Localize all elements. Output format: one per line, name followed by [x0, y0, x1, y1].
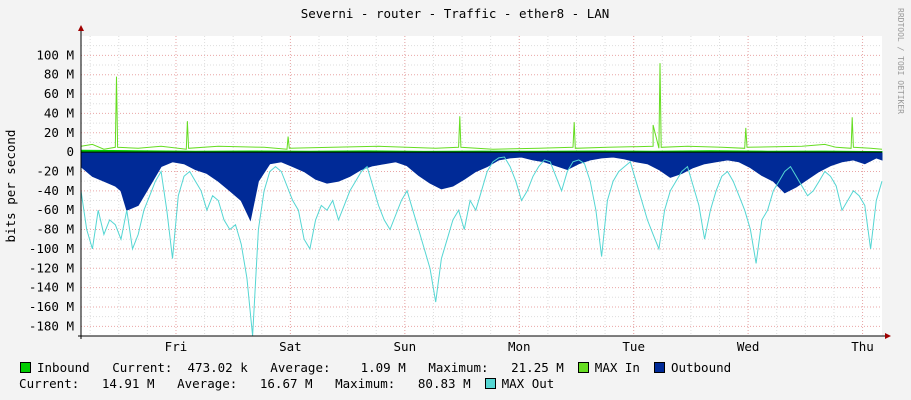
legend-text: Outbound — [670, 360, 732, 375]
legend-text: MAX In — [594, 360, 640, 375]
plot-background — [81, 36, 882, 336]
x-tick-label: Tue — [622, 339, 645, 354]
axes: 100 M 80 M 60 M 40 M 20 M 0 -20 M -40 M -60 M -80… — [29, 25, 891, 354]
legend-swatch-inbound — [20, 362, 31, 373]
y-tick-label: 40 M — [44, 105, 74, 120]
y-tick-label: 80 M — [44, 67, 74, 82]
chart-title: Severni - router - Traffic - ether8 - LA… — [301, 6, 610, 21]
series-inbound-area — [80, 149, 883, 153]
y-tick-label: -80 M — [36, 222, 74, 237]
y-tick-label: 60 M — [44, 86, 74, 101]
y-tick-label: -100 M — [29, 241, 74, 256]
series-max-out-line — [80, 156, 883, 337]
x-tick-label: Sat — [279, 339, 302, 354]
x-tick-label: Mon — [508, 339, 531, 354]
legend-row-1: Inbound Current: 473.02 k Average: 1.09 … — [20, 360, 731, 376]
y-tick-label: 100 M — [36, 47, 74, 62]
y-tick-label: -120 M — [29, 260, 74, 275]
y-axis-arrow — [78, 25, 84, 31]
y-tick-label: -180 M — [29, 318, 74, 333]
legend-text: Current: 14.91 M Average: 16.67 M Maximu… — [4, 376, 471, 391]
y-tick-label: -140 M — [29, 280, 74, 295]
watermark: RRDTOOL / TOBI OETIKER — [896, 8, 905, 114]
legend-swatch-max-out — [484, 378, 496, 389]
legend-swatch-max-in — [577, 362, 589, 373]
x-axis-arrow — [885, 333, 891, 339]
series-outbound-area — [80, 151, 883, 222]
legend-row-2: Current: 14.91 M Average: 16.67 M Maximu… — [4, 376, 554, 392]
series-layer — [80, 63, 883, 337]
y-axis-label: bits per second — [3, 130, 18, 243]
legend-text: Inbound Current: 473.02 k Average: 1.09 … — [37, 360, 564, 375]
y-tick-label: 0 — [66, 144, 74, 159]
legend-text: MAX Out — [501, 376, 555, 391]
series-max-in-line — [80, 63, 883, 150]
grid — [81, 36, 882, 336]
y-tick-label: -20 M — [36, 163, 74, 178]
legend-swatch-outbound — [653, 362, 665, 373]
y-tick-label: -60 M — [36, 202, 74, 217]
y-tick-label: 20 M — [44, 125, 74, 140]
y-tick-label: -160 M — [29, 299, 74, 314]
y-tick-label: -40 M — [36, 183, 74, 198]
x-tick-label: Sun — [394, 339, 417, 354]
x-tick-label: Wed — [737, 339, 760, 354]
x-tick-label: Fri — [165, 339, 188, 354]
x-tick-label: Thu — [851, 339, 874, 354]
